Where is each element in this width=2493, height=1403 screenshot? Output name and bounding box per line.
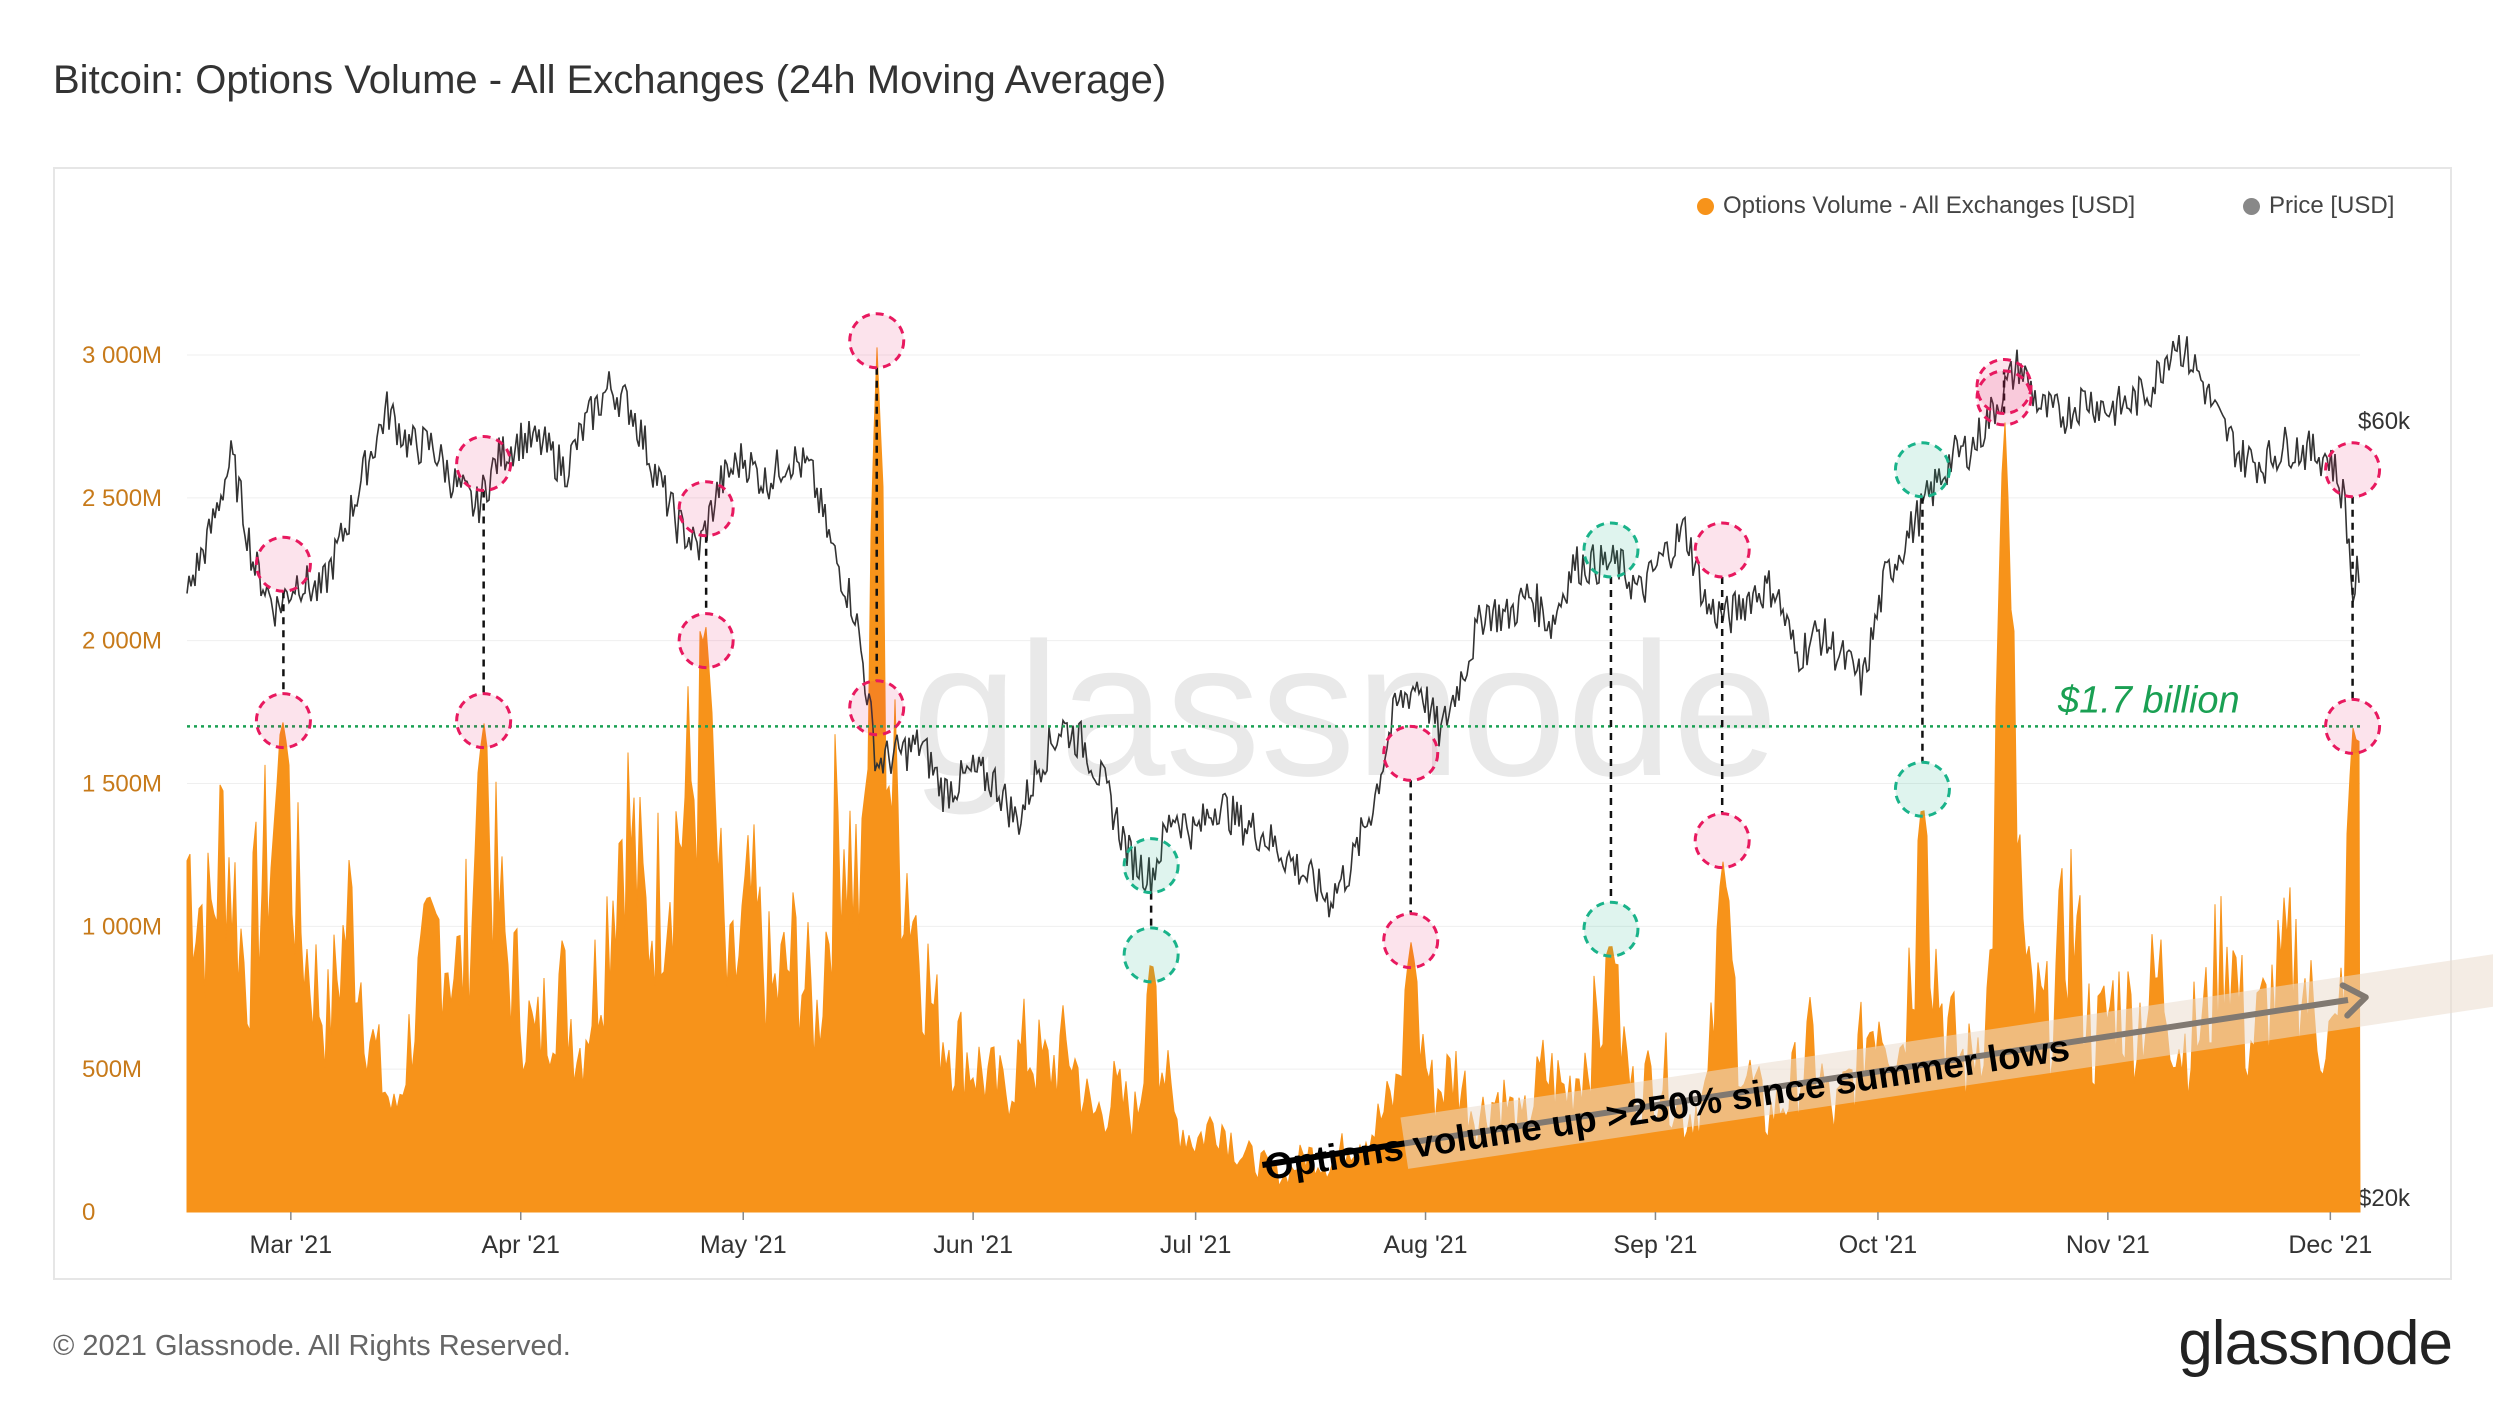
glassnode-logo[interactable]: glassnode (2178, 1309, 2453, 1378)
chart-panel (53, 167, 2452, 1280)
y-tick-label-left: 3 000M (82, 342, 162, 369)
legend-volume-swatch (1697, 197, 1714, 215)
x-tick-label: Mar '21 (250, 1231, 333, 1259)
x-tick-label: May '21 (700, 1231, 787, 1259)
legend-price-swatch (2243, 197, 2260, 215)
legend-price[interactable]: Price [USD] (2243, 192, 2394, 220)
watermark: glassnode (912, 604, 1778, 816)
y-tick-label-left: 1 500M (82, 771, 162, 798)
x-tick-label: Dec '21 (2288, 1231, 2372, 1259)
marker-price-green (1893, 441, 1951, 499)
legend-volume-label: Options Volume - All Exchanges [USD] (1723, 192, 2136, 219)
x-tick-label: Jun '21 (933, 1231, 1013, 1259)
x-tick-label: Jul '21 (1160, 1231, 1231, 1259)
threshold-label: $1.7 billion (2057, 679, 2240, 721)
marker-volume-green (1582, 900, 1640, 958)
y-tick-label-left: 2 000M (82, 628, 162, 655)
marker-volume-pink (254, 692, 312, 750)
legend-volume[interactable]: Options Volume - All Exchanges [USD] (1697, 192, 2135, 220)
marker-volume-green (1893, 760, 1951, 818)
y-tick-label-left: 0 (82, 1199, 95, 1226)
marker-price-pink (848, 679, 906, 737)
y-tick-label-left: 1 000M (82, 913, 162, 940)
marker-volume-pink (1382, 912, 1440, 970)
marker-volume-pink (848, 312, 906, 370)
y-tick-label-left: 2 500M (82, 485, 162, 512)
x-tick-label: Oct '21 (1839, 1231, 1917, 1259)
marker-volume-pink (677, 612, 735, 670)
marker-price-green (1582, 521, 1640, 579)
price-line (186, 335, 2360, 918)
y-tick-label-right: $20k (2358, 1185, 2411, 1212)
y-tick-label-right: $60k (2358, 408, 2411, 435)
page-title: Bitcoin: Options Volume - All Exchanges … (53, 58, 1167, 102)
marker-price-green (1122, 837, 1180, 895)
x-tick-label: Aug '21 (1384, 1231, 1468, 1259)
legend-price-label: Price [USD] (2269, 192, 2395, 219)
marker-price-pink (254, 535, 312, 593)
marker-volume-green (1122, 926, 1180, 984)
marker-price-pink (455, 435, 513, 493)
marker-price-pink (1693, 521, 1751, 579)
marker-price-pink (677, 480, 735, 538)
marker-price-pink (1382, 724, 1440, 782)
x-tick-label: Apr '21 (482, 1231, 560, 1259)
marker-volume-pink (1693, 812, 1751, 870)
marker-price-pink (2324, 441, 2382, 499)
marker-price-pink (1975, 357, 2033, 415)
x-tick-label: Sep '21 (1613, 1231, 1697, 1259)
copyright: © 2021 Glassnode. All Rights Reserved. (53, 1330, 571, 1362)
marker-volume-pink (455, 692, 513, 750)
x-tick-label: Nov '21 (2066, 1231, 2150, 1259)
y-tick-label-left: 500M (82, 1056, 142, 1083)
marker-volume-pink (2324, 697, 2382, 755)
callout-band (1400, 933, 2493, 1169)
